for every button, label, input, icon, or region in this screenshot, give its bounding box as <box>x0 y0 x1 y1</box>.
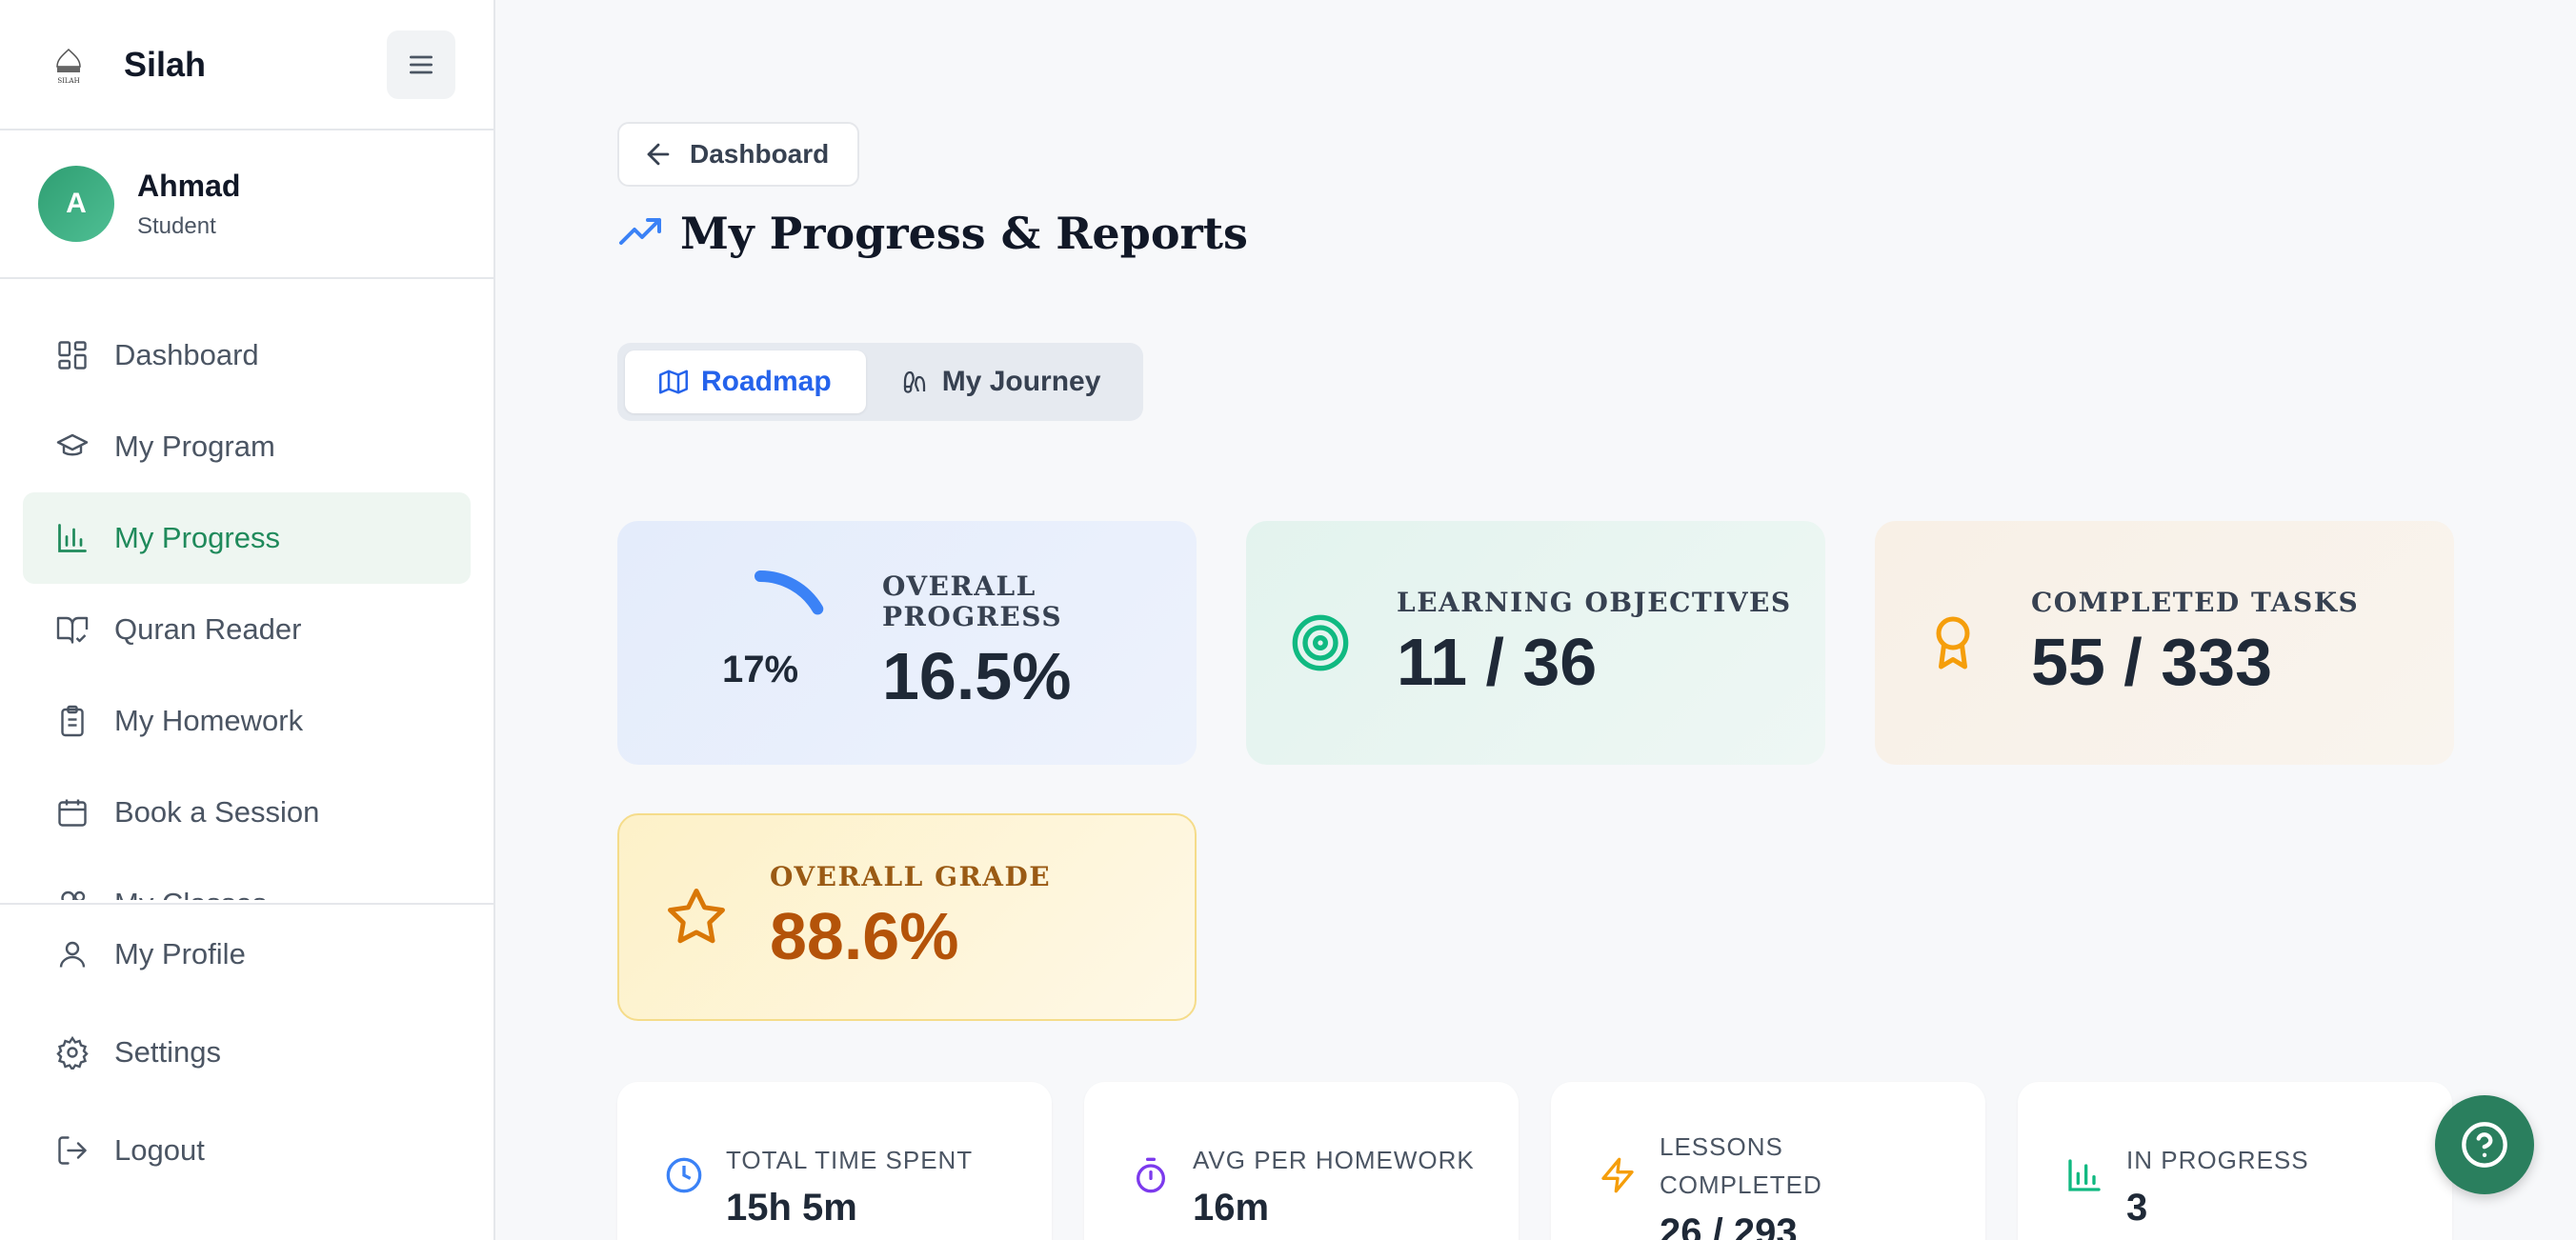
sidebar-item-my-profile[interactable]: My Profile <box>23 905 471 1003</box>
sidebar-nav: Dashboard My Program My Progress Quran R… <box>23 310 471 900</box>
sidebar-item-my-homework[interactable]: My Homework <box>23 675 471 767</box>
sidebar-item-my-program[interactable]: My Program <box>23 401 471 492</box>
sidebar-item-dashboard[interactable]: Dashboard <box>23 310 471 401</box>
back-button-label: Dashboard <box>690 139 830 169</box>
sidebar: SILAH Silah A Ahmad Student Dashboard My… <box>0 0 495 1240</box>
user-profile-summary: A Ahmad Student <box>0 130 493 279</box>
arrow-left-icon <box>647 143 670 166</box>
user-icon <box>53 935 91 973</box>
bar-chart-icon <box>2065 1156 2103 1199</box>
svg-text:SILAH: SILAH <box>57 77 79 85</box>
stat-total-time-spent: Total Time Spent 15h 5m <box>617 1082 1052 1240</box>
sidebar-bottom-nav: My Profile Settings Logout <box>0 903 493 1240</box>
sidebar-item-label: Logout <box>114 1132 205 1167</box>
hamburger-icon <box>410 55 433 74</box>
overall-progress-value: 16.5% <box>882 639 1072 713</box>
sidebar-item-label: My Classes <box>114 887 267 900</box>
book-check-icon <box>53 610 91 649</box>
award-icon <box>1936 616 1970 670</box>
map-icon <box>659 370 688 394</box>
completed-tasks-label: Completed Tasks <box>2031 586 2360 618</box>
overall-grade-card: Overall Grade 88.6% <box>617 813 1197 1021</box>
tab-my-journey[interactable]: My Journey <box>866 350 1136 413</box>
sidebar-item-label: My Homework <box>114 704 304 737</box>
bar-chart-icon <box>53 519 91 557</box>
clipboard-icon <box>53 702 91 740</box>
dashboard-icon <box>53 336 91 374</box>
sidebar-item-book-a-session[interactable]: Book a Session <box>23 767 471 858</box>
stat-label: Avg Per Homework <box>1193 1146 1475 1174</box>
stat-label: In Progress <box>2126 1146 2309 1174</box>
users-icon <box>53 885 91 900</box>
sidebar-item-label: Dashboard <box>114 338 259 371</box>
stat-label: Lessons Completed <box>1660 1132 1822 1199</box>
sidebar-item-my-classes[interactable]: My Classes <box>23 858 471 900</box>
overall-grade-label: Overall Grade <box>770 860 1052 892</box>
sidebar-item-label: Settings <box>114 1034 222 1069</box>
brand-logo: SILAH <box>38 34 99 95</box>
menu-toggle-button[interactable] <box>387 30 455 99</box>
user-name: Ahmad <box>137 168 241 203</box>
learning-objectives-label: Learning Objectives <box>1397 586 1792 618</box>
stat-avg-per-homework: Avg Per Homework 16m <box>1084 1082 1519 1240</box>
brand-header: SILAH Silah <box>0 0 493 130</box>
sidebar-item-my-progress[interactable]: My Progress <box>23 492 471 584</box>
main-content: Dashboard My Progress & Reports Roadmap … <box>497 0 2576 1240</box>
help-icon <box>2462 1122 2507 1168</box>
view-tabs: Roadmap My Journey <box>617 343 1143 421</box>
target-icon <box>1292 614 1349 671</box>
progress-ring: 17% <box>674 557 846 729</box>
back-to-dashboard-button[interactable]: Dashboard <box>617 122 860 187</box>
sidebar-item-settings[interactable]: Settings <box>23 1003 471 1101</box>
calendar-icon <box>53 793 91 831</box>
sidebar-item-label: Book a Session <box>114 795 320 829</box>
stat-in-progress: In Progress 3 <box>2018 1082 2452 1240</box>
help-button[interactable] <box>2435 1095 2534 1194</box>
lightning-icon <box>1599 1156 1637 1199</box>
brand-name: Silah <box>124 44 207 84</box>
stat-label: Total Time Spent <box>726 1146 974 1174</box>
stat-lessons-completed: Lessons Completed 26 / 293 <box>1551 1082 1985 1240</box>
page-title-text: My Progress & Reports <box>680 208 1248 259</box>
user-role: Student <box>137 212 216 239</box>
tab-label: My Journey <box>941 366 1101 397</box>
footprints-icon <box>903 370 925 393</box>
tab-roadmap[interactable]: Roadmap <box>625 350 866 413</box>
completed-tasks-value: 55 / 333 <box>2031 624 2272 699</box>
stat-value: 15h 5m <box>726 1187 857 1229</box>
sidebar-item-label: My Profile <box>114 936 246 970</box>
logout-icon <box>53 1131 91 1170</box>
stopwatch-icon <box>1132 1156 1170 1199</box>
trending-up-icon <box>619 218 661 245</box>
learning-objectives-card: Learning Objectives 11 / 36 <box>1246 521 1825 765</box>
sidebar-item-label: My Progress <box>114 521 280 554</box>
learning-objectives-value: 11 / 36 <box>1397 624 1598 699</box>
clock-icon <box>665 1156 703 1199</box>
sidebar-item-label: Quran Reader <box>114 612 302 646</box>
overall-grade-value: 88.6% <box>770 898 959 973</box>
sidebar-item-quran-reader[interactable]: Quran Reader <box>23 584 471 675</box>
avatar: A <box>38 166 114 242</box>
stat-value: 3 <box>2126 1187 2148 1229</box>
completed-tasks-card: Completed Tasks 55 / 333 <box>1875 521 2454 765</box>
overall-progress-label: Overall Progress <box>882 570 1063 632</box>
sidebar-item-label: My Program <box>114 430 275 463</box>
stat-value: 16m <box>1193 1187 1270 1229</box>
progress-ring-arc <box>688 570 833 715</box>
sidebar-item-logout[interactable]: Logout <box>23 1101 471 1199</box>
gear-icon <box>53 1033 91 1071</box>
graduation-cap-icon <box>53 428 91 466</box>
tab-label: Roadmap <box>701 366 832 397</box>
stat-value: 26 / 293 <box>1660 1211 1798 1240</box>
progress-ring-label: 17% <box>721 649 799 690</box>
page-title: My Progress & Reports <box>617 208 1248 259</box>
star-icon <box>668 889 725 944</box>
overall-progress-card: 17% Overall Progress 16.5% <box>617 521 1197 765</box>
